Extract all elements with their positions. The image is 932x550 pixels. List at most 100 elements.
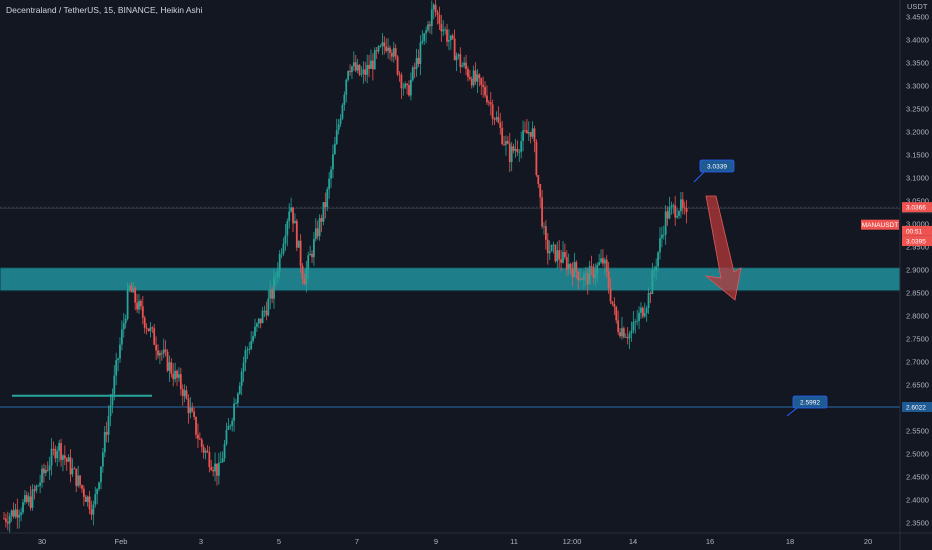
- candle-body: [254, 326, 256, 337]
- candle-body: [46, 470, 49, 471]
- candles-group: [3, 0, 688, 533]
- candle-body: [613, 304, 616, 307]
- candle-body: [583, 274, 585, 280]
- candle-body: [676, 215, 678, 218]
- y-tick-label: 2.8000: [906, 312, 929, 321]
- y-axis: USDT 3.4500 3.4000 3.3500 3.3000 3.2500 3.2000…: [899, 0, 929, 550]
- x-axis: 30 Feb 3 5 7 9 11 12:00 14 16 18 20: [0, 532, 932, 546]
- candle-body: [48, 465, 51, 471]
- candle-body: [482, 84, 485, 88]
- y-tick-label: 3.0500: [906, 197, 929, 206]
- callout-box: [792, 395, 828, 409]
- candle-body: [493, 118, 496, 120]
- candle-body: [668, 207, 671, 219]
- candle-body: [385, 46, 388, 51]
- candle-body: [219, 462, 222, 463]
- candle-body: [584, 273, 587, 275]
- candle-body: [292, 207, 294, 224]
- candle-body: [187, 398, 190, 414]
- y-tick-label: 2.4000: [906, 496, 929, 505]
- candle-body: [50, 448, 53, 466]
- candle-body: [206, 450, 209, 453]
- y-tick-label: 3.1000: [906, 174, 929, 183]
- candle-body: [531, 128, 534, 137]
- candle-body: [294, 220, 296, 224]
- candle-body: [600, 258, 602, 263]
- candle-body: [474, 70, 477, 82]
- candle-body: [56, 450, 59, 459]
- candle-body: [358, 64, 361, 75]
- x-tick-label: 9: [434, 537, 438, 546]
- candle-body: [208, 452, 211, 468]
- candle-body: [117, 358, 119, 361]
- candle-body: [221, 458, 224, 463]
- candle-body: [461, 65, 464, 67]
- candle-body: [679, 199, 682, 212]
- candle-body: [77, 475, 80, 486]
- candle-body: [503, 143, 505, 145]
- candle-body: [58, 443, 61, 451]
- candle-body: [525, 130, 528, 134]
- candle-body: [119, 344, 121, 359]
- candle-body: [611, 301, 614, 305]
- candle-body: [164, 349, 167, 352]
- candle-body: [75, 468, 78, 486]
- candle-body: [352, 62, 355, 67]
- candle-body: [73, 468, 76, 470]
- candle-body: [143, 317, 146, 328]
- x-tick-label: Feb: [115, 537, 128, 546]
- candle-body: [341, 104, 344, 119]
- candle-body: [347, 71, 350, 80]
- candle-body: [415, 57, 418, 69]
- candle-body: [263, 310, 266, 312]
- y-tick-label: 2.6500: [906, 381, 929, 390]
- candle-body: [364, 69, 367, 75]
- candle-body: [273, 277, 275, 299]
- candle-body: [31, 489, 34, 508]
- candle-body: [351, 66, 353, 73]
- symbol-tag-label: MANAUSDT: [862, 222, 899, 229]
- candle-body: [236, 393, 239, 404]
- candle-body: [299, 240, 302, 266]
- candle-body: [6, 521, 9, 524]
- candle-body: [168, 362, 171, 371]
- candle-body: [529, 132, 532, 137]
- candle-body: [430, 9, 433, 27]
- candle-body: [463, 62, 466, 66]
- x-tick-label: 12:00: [563, 537, 582, 546]
- callout-pointer: [786, 407, 798, 417]
- candle-body: [18, 514, 21, 518]
- candle-body: [335, 130, 338, 144]
- candle-body: [54, 448, 57, 459]
- candle-body: [381, 42, 384, 46]
- candle-body: [451, 35, 454, 39]
- candle-body: [550, 244, 553, 252]
- y-tick-label: 3.3500: [906, 59, 929, 68]
- candle-body: [457, 54, 460, 56]
- candle-body: [166, 351, 169, 371]
- candle-body: [495, 117, 498, 120]
- candle-body: [662, 234, 665, 236]
- candle-body: [413, 67, 416, 69]
- candle-body: [153, 328, 156, 345]
- candle-body: [255, 323, 258, 327]
- candle-body: [189, 407, 192, 414]
- candle-body: [178, 374, 180, 378]
- candle-body: [216, 463, 218, 476]
- callout-pointer: [693, 171, 705, 183]
- candle-body: [246, 349, 249, 351]
- candle-body: [259, 318, 262, 324]
- candle-body: [596, 264, 599, 274]
- candle-body: [172, 373, 175, 380]
- candle-body: [552, 244, 555, 246]
- candle-body: [231, 420, 234, 426]
- candle-body: [120, 329, 123, 345]
- candle-body: [516, 149, 519, 152]
- candle-body: [94, 494, 97, 505]
- candle-body: [423, 33, 426, 41]
- candle-body: [100, 466, 102, 483]
- y-tick-label: 2.3500: [906, 519, 929, 528]
- candle-body: [318, 218, 321, 237]
